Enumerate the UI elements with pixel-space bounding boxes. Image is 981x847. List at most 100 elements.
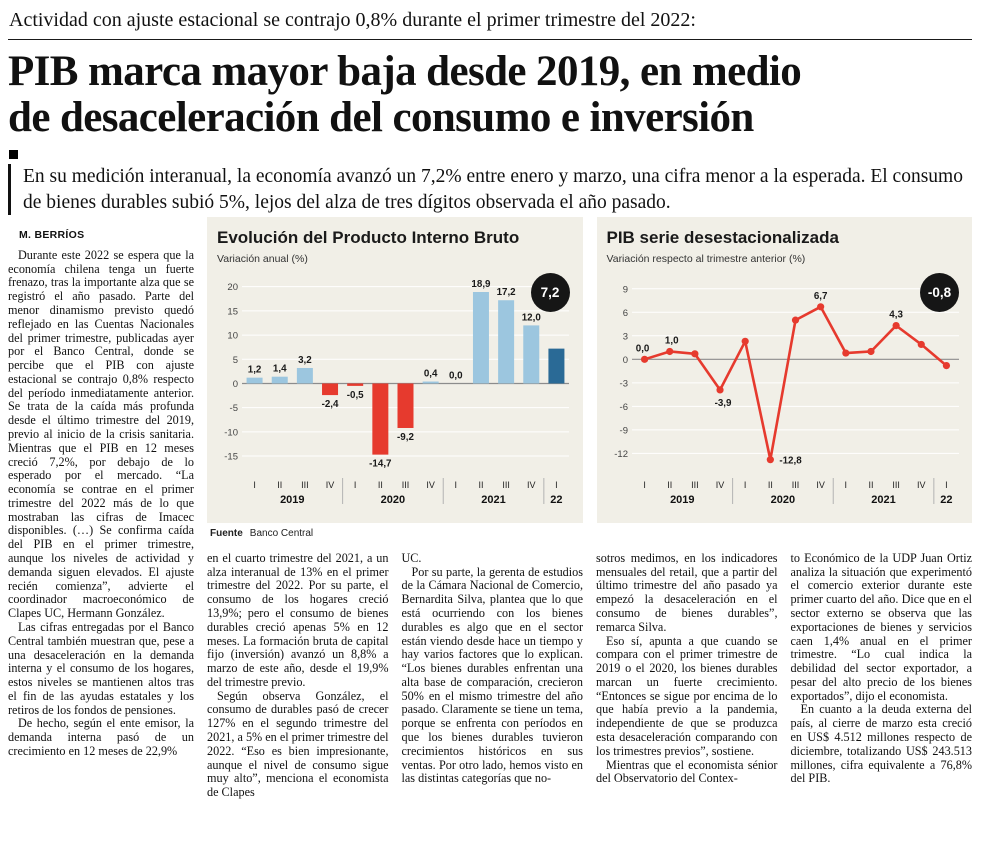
svg-text:I: I — [844, 480, 847, 490]
svg-text:-12: -12 — [614, 449, 628, 460]
svg-text:-9,2: -9,2 — [397, 432, 414, 443]
svg-text:IV: IV — [326, 480, 335, 490]
svg-text:5: 5 — [233, 355, 238, 366]
svg-text:II: II — [478, 480, 483, 490]
svg-text:III: III — [301, 480, 309, 490]
svg-text:1,0: 1,0 — [664, 335, 678, 346]
chart-block-gdp-annual: Evolución del Producto Interno Bruto Var… — [207, 216, 583, 539]
svg-text:15: 15 — [227, 306, 238, 317]
svg-text:-14,7: -14,7 — [369, 458, 392, 469]
source-note: Fuente Banco Central — [210, 528, 583, 539]
svg-text:-15: -15 — [224, 451, 238, 462]
svg-text:-6: -6 — [619, 402, 627, 413]
svg-text:III: III — [502, 480, 510, 490]
svg-text:4,3: 4,3 — [889, 309, 903, 320]
svg-text:2021: 2021 — [871, 494, 895, 506]
svg-text:-12,8: -12,8 — [779, 456, 802, 467]
svg-text:-10: -10 — [224, 427, 238, 438]
svg-text:IV: IV — [527, 480, 536, 490]
svg-text:-5: -5 — [230, 403, 238, 414]
svg-text:6: 6 — [622, 308, 627, 319]
svg-text:2019: 2019 — [670, 494, 694, 506]
svg-text:I: I — [643, 480, 646, 490]
paragraph: Las cifras entregadas por el Banco Centr… — [8, 619, 194, 717]
paragraph: UC. — [401, 550, 422, 565]
svg-text:1,4: 1,4 — [273, 364, 287, 375]
headline: PIB marca mayor baja desde 2019, en medi… — [8, 49, 972, 140]
paragraph: Eso sí, apunta a que cuando se compara c… — [596, 633, 778, 758]
lower-columns: en el cuarto trimestre del 2021, a un al… — [207, 550, 973, 800]
svg-text:0,4: 0,4 — [424, 368, 438, 379]
source-label: Fuente — [210, 527, 243, 539]
svg-text:3: 3 — [622, 331, 627, 342]
svg-text:III: III — [791, 480, 799, 490]
paragraph: Durante este 2022 se espera que la econo… — [8, 247, 194, 621]
svg-text:I: I — [455, 480, 458, 490]
svg-text:17,2: 17,2 — [497, 287, 517, 298]
svg-text:6,7: 6,7 — [813, 291, 827, 302]
chart-subtitle: Variación anual (%) — [217, 252, 308, 265]
svg-text:III: III — [691, 480, 699, 490]
paragraph: sotros medimos, en los indicadores mensu… — [596, 550, 778, 634]
article-body: M. BERRÍOS Durante este 2022 se espera q… — [8, 216, 973, 800]
svg-text:-2,4: -2,4 — [322, 399, 339, 410]
svg-text:IV: IV — [426, 480, 435, 490]
paragraph: Por su parte, la gerenta de estudios de … — [401, 564, 584, 786]
article-column-5: to Económico de la UDP Juan Ortiz analiz… — [790, 550, 973, 800]
svg-text:I: I — [945, 480, 948, 490]
svg-text:9: 9 — [622, 284, 627, 295]
svg-text:0: 0 — [622, 355, 627, 366]
svg-text:I: I — [555, 480, 558, 490]
article-right-area: Evolución del Producto Interno Bruto Var… — [207, 216, 973, 800]
paragraph: to Económico de la UDP Juan Ortiz analiz… — [790, 550, 973, 703]
svg-text:22: 22 — [940, 494, 952, 506]
svg-text:IV: IV — [816, 480, 825, 490]
chart-block-gdp-qoq: PIB serie desestacionalizada Variación r… — [596, 216, 972, 539]
headline-line-2: de desaceleración del consumo e inversió… — [8, 93, 754, 141]
svg-text:II: II — [277, 480, 282, 490]
newspaper-page: Actividad con ajuste estacional se contr… — [8, 6, 973, 800]
svg-text:10: 10 — [227, 330, 238, 341]
svg-text:III: III — [402, 480, 410, 490]
charts-row: Evolución del Producto Interno Bruto Var… — [207, 216, 972, 539]
paragraph: Según observa González, el consumo de du… — [207, 688, 389, 800]
svg-text:1,2: 1,2 — [248, 365, 262, 376]
lede: En su medición interanual, la economía a… — [8, 164, 972, 215]
svg-text:22: 22 — [550, 494, 562, 506]
svg-text:0: 0 — [233, 379, 238, 390]
svg-text:II: II — [378, 480, 383, 490]
svg-text:IV: IV — [715, 480, 724, 490]
svg-text:I: I — [354, 480, 357, 490]
svg-text:III: III — [892, 480, 900, 490]
chart-panel-gdp-qoq: PIB serie desestacionalizada Variación r… — [596, 216, 972, 523]
svg-text:18,9: 18,9 — [471, 279, 491, 290]
paragraph: en el cuarto trimestre del 2021, a un al… — [207, 550, 389, 689]
kicker: Actividad con ajuste estacional se contr… — [8, 6, 972, 40]
paragraph: De hecho, según el ente emisor, la deman… — [8, 716, 194, 758]
svg-text:3,2: 3,2 — [298, 355, 312, 366]
paragraph: En cuanto a la deuda externa del país, a… — [790, 702, 973, 786]
chart-subtitle: Variación respecto al trimestre anterior… — [606, 252, 806, 265]
article-column-1: M. BERRÍOS Durante este 2022 se espera q… — [8, 217, 194, 800]
svg-text:II: II — [667, 480, 672, 490]
article-column-3: UC. Por su parte, la gerenta de estudios… — [401, 550, 584, 800]
svg-text:I: I — [743, 480, 746, 490]
article-column-4: sotros medimos, en los indicadores mensu… — [596, 550, 778, 800]
chart-title: Evolución del Producto Interno Bruto — [217, 227, 520, 247]
svg-text:12,0: 12,0 — [522, 312, 542, 323]
svg-text:-3,9: -3,9 — [714, 398, 731, 409]
svg-text:-0,5: -0,5 — [347, 390, 364, 401]
svg-text:-3: -3 — [619, 378, 627, 389]
paragraph: Mientras que el economista sénior del Ob… — [596, 757, 778, 786]
svg-text:I: I — [253, 480, 256, 490]
svg-text:-9: -9 — [619, 425, 627, 436]
svg-text:II: II — [767, 480, 772, 490]
chart-panel-gdp-annual: Evolución del Producto Interno Bruto Var… — [207, 216, 583, 523]
section-marker-square — [9, 150, 18, 160]
svg-text:II: II — [868, 480, 873, 490]
article-column-2: en el cuarto trimestre del 2021, a un al… — [207, 550, 389, 800]
highlight-badge-annual: 7,2 — [530, 272, 570, 312]
svg-text:2019: 2019 — [280, 494, 304, 506]
